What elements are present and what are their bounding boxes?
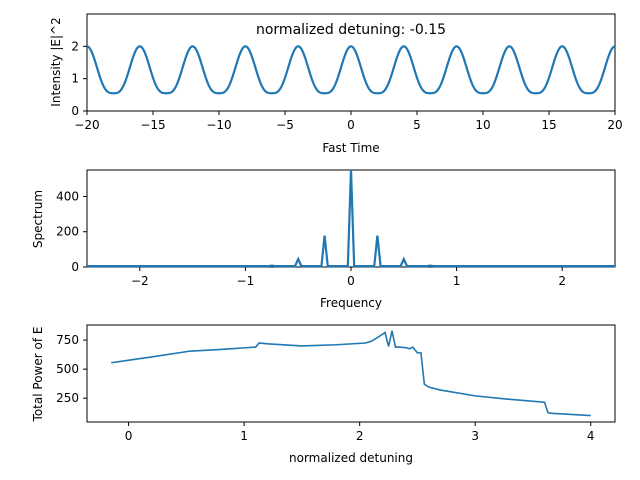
- spectrum-x-tick-label: 0: [347, 274, 355, 288]
- spectrum-y-tick-label: 400: [56, 189, 79, 203]
- intensity-x-tick-label: 10: [475, 118, 490, 132]
- spectrum-x-tick-label: −1: [237, 274, 255, 288]
- intensity-y-axis-label: Intensity |E|^2: [49, 17, 63, 106]
- spectrum-x-tick-label: 2: [558, 274, 566, 288]
- spectrum-x-tick-label: −2: [131, 274, 149, 288]
- spectrum-y-ticks: 0 200 400: [56, 189, 87, 274]
- spectrum-y-axis-label: Spectrum: [31, 190, 45, 248]
- intensity-panel: normalized detuning: -0.15 Fast Time Int…: [49, 13, 623, 155]
- power-x-tick-label: 1: [240, 429, 248, 443]
- intensity-x-tick-label: −5: [276, 118, 294, 132]
- spectrum-x-axis-label: Frequency: [320, 296, 382, 310]
- power-y-tick-label: 500: [56, 362, 79, 376]
- spectrum-panel: Frequency Spectrum −2 −1 0 1 2 0 200 400: [31, 169, 616, 310]
- intensity-plot-title: normalized detuning: -0.15: [256, 22, 446, 38]
- power-y-ticks: 250 500 750: [56, 333, 87, 405]
- spectrum-y-tick-label: 0: [71, 260, 79, 274]
- spectrum-series-line: [87, 169, 615, 268]
- intensity-x-tick-label: 0: [347, 118, 355, 132]
- power-panel: normalized detuning Total Power of E 0 1 2…: [31, 324, 616, 465]
- power-y-axis-label: Total Power of E: [31, 327, 45, 423]
- power-x-axis-label: normalized detuning: [289, 451, 413, 465]
- power-x-ticks: 0 1 2 3 4: [125, 422, 595, 443]
- intensity-series-line: [86, 45, 616, 95]
- power-x-tick-label: 0: [125, 429, 133, 443]
- power-series-line: [111, 330, 591, 417]
- intensity-y-tick-label: 2: [71, 39, 79, 53]
- intensity-y-tick-label: 0: [71, 104, 79, 118]
- power-x-tick-label: 4: [587, 429, 595, 443]
- intensity-x-tick-label: −10: [206, 118, 231, 132]
- intensity-x-ticks: −20 −15 −10 −5 0 5 10 15 20: [74, 111, 623, 132]
- intensity-x-tick-label: −20: [74, 118, 99, 132]
- intensity-x-axis-label: Fast Time: [322, 141, 379, 155]
- intensity-y-tick-label: 1: [71, 72, 79, 86]
- intensity-x-tick-label: 15: [541, 118, 556, 132]
- power-y-tick-label: 250: [56, 391, 79, 405]
- intensity-x-tick-label: −15: [140, 118, 165, 132]
- intensity-x-tick-label: 5: [413, 118, 421, 132]
- power-plot-frame: [86, 324, 616, 423]
- spectrum-x-ticks: −2 −1 0 1 2: [131, 267, 566, 288]
- spectrum-y-tick-label: 200: [56, 225, 79, 239]
- intensity-x-tick-label: 20: [607, 118, 622, 132]
- power-x-tick-label: 2: [356, 429, 364, 443]
- power-y-tick-label: 750: [56, 333, 79, 347]
- spectrum-x-tick-label: 1: [453, 274, 461, 288]
- intensity-y-ticks: 0 1 2: [71, 39, 87, 118]
- power-x-tick-label: 3: [471, 429, 479, 443]
